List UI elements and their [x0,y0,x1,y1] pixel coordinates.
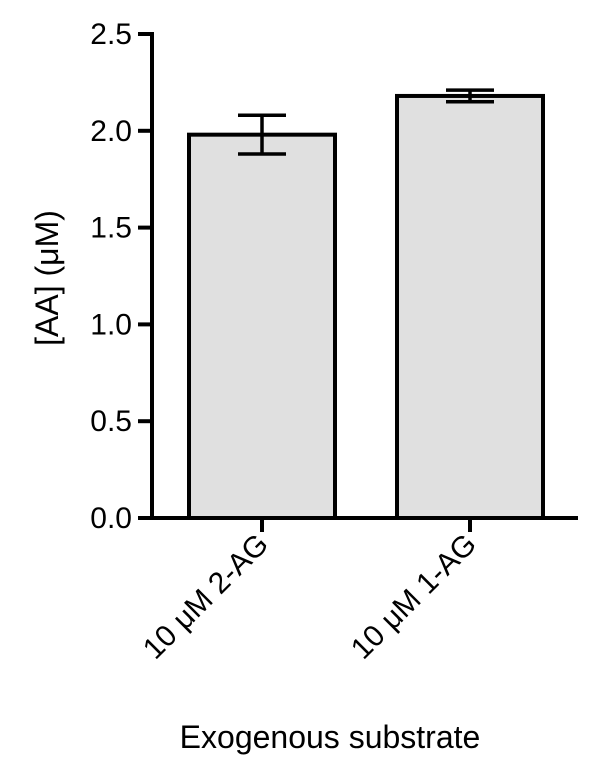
bars-group [187,93,545,521]
y-tick-label-4: 2.0 [90,115,132,148]
x-axis-title: Exogenous substrate [180,719,481,755]
y-tick-label-3: 1.5 [90,212,132,245]
x-category-label-2: 10 μM 1-AG [345,528,483,666]
y-tick-label-5: 2.5 [90,18,132,51]
y-tick-label-0: 0.0 [90,502,132,535]
x-axis: 10 μM 2-AG 10 μM 1-AG [137,516,578,666]
bar-1 [187,132,337,520]
x-category-label-1: 10 μM 2-AG [137,528,275,666]
bar-2 [395,93,545,521]
y-tick-label-1: 0.5 [90,405,132,438]
error-bars-group [238,88,494,156]
y-axis-title: [AA] (μM) [29,210,65,346]
y-tick-label-2: 1.0 [90,308,132,341]
y-axis: 0.0 0.5 1.0 1.5 2.0 2.5 [90,18,154,535]
